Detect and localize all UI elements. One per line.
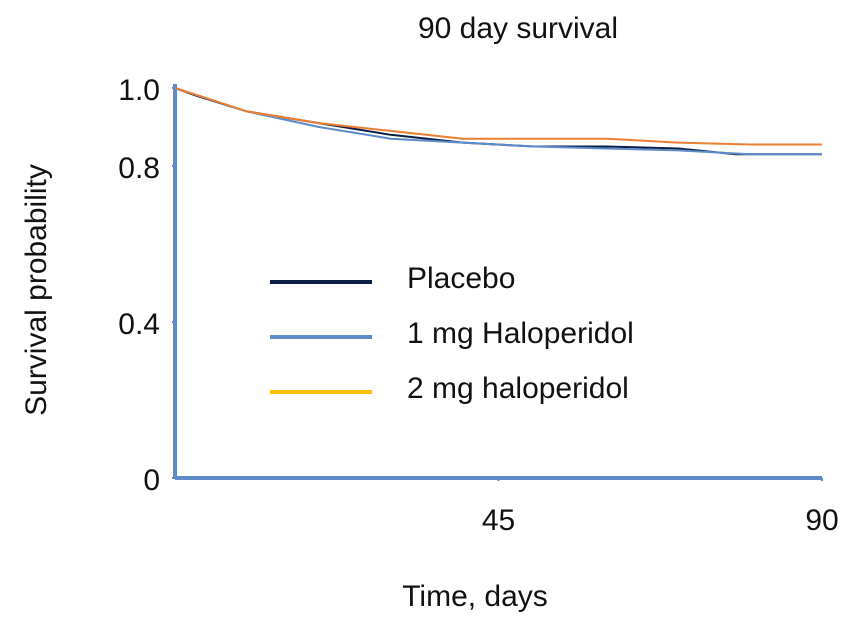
y-tick-label: 0.8 [118,152,160,185]
x-axis-label: Time, days [402,580,548,613]
x-tick-label: 45 [482,504,515,537]
x-tick-label: 90 [805,504,838,537]
legend-label: 1 mg Haloperidol [407,317,634,350]
legend-label: Placebo [407,262,515,295]
y-tick-label: 0 [143,464,160,497]
y-tick-label: 0.4 [118,308,160,341]
y-axis-label: Survival probability [20,164,53,416]
y-tick-label: 1.0 [118,74,160,107]
series-line [174,87,822,146]
legend-label: 2 mg haloperidol [407,372,629,405]
chart-title: 90 day survival [418,12,618,45]
